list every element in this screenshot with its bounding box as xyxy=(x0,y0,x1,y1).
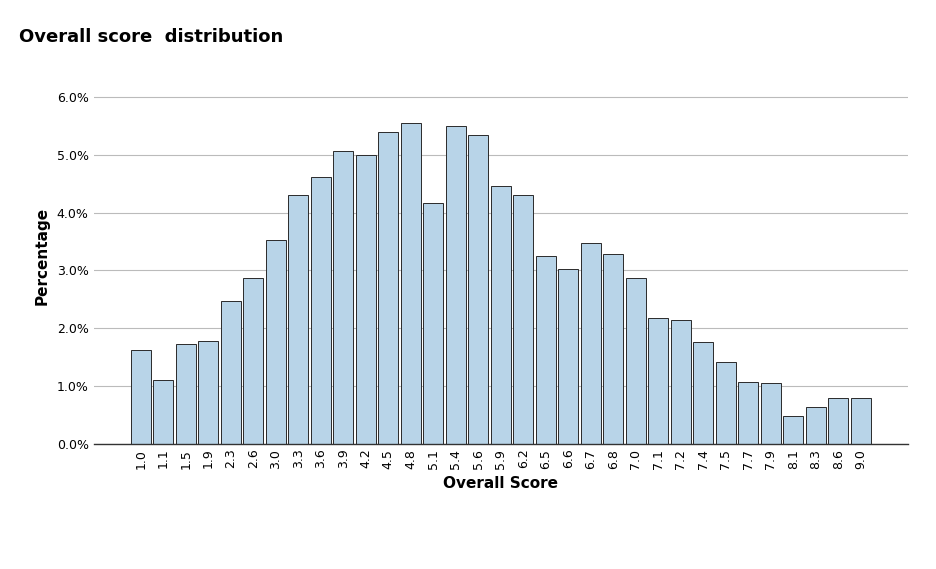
Bar xyxy=(535,256,556,444)
Bar xyxy=(446,126,466,444)
Bar xyxy=(625,278,646,444)
Bar xyxy=(558,269,578,444)
Bar xyxy=(513,195,534,444)
Bar xyxy=(243,278,263,444)
Bar xyxy=(198,341,218,444)
Bar xyxy=(671,320,691,444)
Bar xyxy=(221,301,241,444)
Bar xyxy=(311,177,330,444)
Bar xyxy=(716,362,736,444)
Bar xyxy=(468,135,489,444)
Bar xyxy=(490,185,511,444)
Bar xyxy=(806,407,826,444)
Bar xyxy=(131,349,151,444)
Bar xyxy=(694,341,713,444)
Bar xyxy=(828,398,848,444)
Bar xyxy=(648,319,668,444)
Bar xyxy=(288,195,308,444)
X-axis label: Overall Score: Overall Score xyxy=(444,476,558,490)
Bar xyxy=(580,243,601,444)
Bar xyxy=(761,383,781,444)
Text: Overall score  distribution: Overall score distribution xyxy=(19,28,283,47)
Bar xyxy=(266,241,285,444)
Bar xyxy=(739,382,758,444)
Bar xyxy=(176,344,196,444)
Bar xyxy=(154,380,173,444)
Bar xyxy=(603,254,623,444)
Bar xyxy=(423,204,444,444)
Bar xyxy=(783,416,803,444)
Bar xyxy=(333,151,354,444)
Bar xyxy=(851,398,870,444)
Bar xyxy=(378,132,399,444)
Y-axis label: Percentage: Percentage xyxy=(35,207,50,305)
Bar xyxy=(401,123,421,444)
Bar xyxy=(356,155,376,444)
